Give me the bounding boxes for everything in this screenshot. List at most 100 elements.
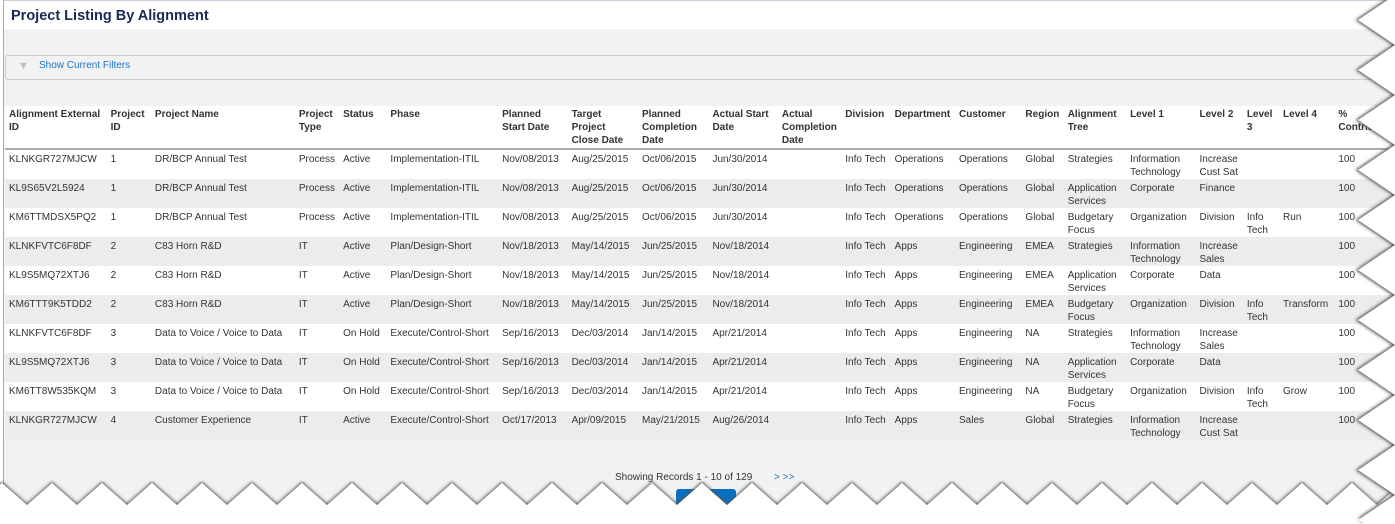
table-cell: May/14/2015	[571, 270, 630, 281]
table-cell: 100	[1334, 179, 1395, 208]
table-cell: Organization	[1130, 386, 1187, 397]
table-cell: Oct/17/2013	[498, 411, 568, 440]
column-header[interactable]: Target Project Close Date	[567, 106, 638, 150]
column-header[interactable]: % Contribution	[1334, 106, 1395, 150]
column-header[interactable]: Status	[339, 106, 387, 150]
table-cell	[777, 179, 842, 208]
table-cell: Increase Cust Sat	[1199, 154, 1238, 178]
table-cell: Oct/06/2015	[642, 212, 697, 223]
table-row[interactable]: KM6TTMDSX5PQ2 1 DR/BCP Annual Test Process A…	[5, 208, 1395, 237]
table-cell: Operations	[894, 154, 944, 165]
table-cell: Sep/16/2013	[502, 328, 559, 339]
column-header[interactable]: Region	[1021, 106, 1064, 150]
table-cell: Operations	[959, 154, 1008, 165]
table-cell: Operations	[959, 212, 1008, 223]
column-header[interactable]: Actual Completion Date	[777, 106, 842, 150]
table-cell: Jun/25/2015	[638, 295, 709, 324]
table-cell: Data to Voice / Voice to Data	[154, 386, 283, 397]
column-header[interactable]: Level 3	[1242, 106, 1280, 150]
column-header[interactable]: Phase	[386, 106, 499, 150]
column-header[interactable]: Actual Start Date	[708, 106, 778, 150]
column-header[interactable]: Alignment Tree	[1063, 106, 1127, 150]
column-header[interactable]: Customer	[955, 106, 1022, 150]
table-cell: 3	[106, 353, 151, 382]
table-cell	[1242, 179, 1280, 208]
table-cell: Oct/06/2015	[642, 154, 697, 165]
table-row[interactable]: KM6TT8W535KQM 3 Data to Voice / Voice to D…	[5, 382, 1395, 411]
table-cell: Info Tech	[845, 270, 886, 281]
table-cell: Nov/08/2013	[502, 212, 559, 223]
table-cell: Jun/25/2015	[642, 270, 698, 281]
column-header[interactable]: Level 2	[1195, 106, 1243, 150]
table-row[interactable]: KLNKGR727MJCW 1 DR/BCP Annual Test Process A…	[5, 149, 1395, 179]
table-cell: Process	[294, 179, 340, 208]
table-cell: 100	[1334, 237, 1395, 266]
table-cell: 1	[110, 154, 117, 165]
column-header[interactable]: Alignment External ID	[5, 106, 107, 150]
table-cell	[1242, 411, 1280, 440]
table-cell: IT	[294, 237, 340, 266]
column-header[interactable]: Planned Start Date	[498, 106, 568, 150]
table-cell: C83 Horn R&D	[150, 237, 295, 266]
table-cell: Budgetary Focus	[1067, 386, 1114, 410]
table-cell: Nov/18/2014	[712, 270, 770, 281]
table-row[interactable]: KM6TTT9K5TDD2 2 C83 Horn R&D IT Active Plan/D…	[5, 295, 1395, 324]
column-header[interactable]: Project ID	[106, 106, 151, 150]
column-header[interactable]: Department	[890, 106, 955, 150]
table-cell: KLNKGR727MJCW	[9, 154, 97, 165]
column-header[interactable]: Project Type	[294, 106, 340, 150]
table-row[interactable]: KLNKGR727MJCW 4 Customer Experience IT Activ…	[5, 411, 1395, 440]
show-current-filters-link[interactable]: Show Current Filters	[39, 60, 131, 71]
table-cell: 100	[1338, 328, 1356, 339]
table-cell: Jan/14/2015	[642, 328, 698, 339]
table-cell: Engineering	[955, 295, 1022, 324]
table-row[interactable]: KLNKFVTC6F8DF 3 Data to Voice / Voice to D…	[5, 324, 1395, 353]
table-cell: Engineering	[955, 237, 1022, 266]
filter-icon: ▼	[18, 60, 29, 72]
table-cell: Apr/21/2014	[712, 328, 767, 339]
table-cell: Data	[1195, 353, 1243, 382]
table-cell	[1242, 353, 1280, 382]
table-cell: Strategies	[1063, 237, 1127, 266]
table-cell	[778, 324, 841, 353]
column-header[interactable]: Level 1	[1126, 106, 1196, 150]
table-cell: Application Services	[1067, 270, 1117, 294]
table-cell: Nov/18/2013	[498, 295, 568, 324]
report-window: Project Listing By Alignment ▼ Show Curr…	[3, 0, 1395, 524]
table-row[interactable]: KL9S5MQ72XTJ6 2 C83 Horn R&D IT Active Plan/D…	[5, 266, 1395, 295]
table-cell: Info Tech	[841, 353, 891, 382]
table-cell: Active	[343, 154, 371, 165]
table-cell: Increase Cust Sat	[1195, 411, 1243, 440]
column-header[interactable]: Level 4	[1279, 106, 1335, 150]
table-cell: Jan/14/2015	[638, 353, 709, 382]
table-cell: IT	[298, 328, 308, 339]
table-row[interactable]: KL9S65V2L5924 1 DR/BCP Annual Test Process A…	[5, 179, 1395, 208]
close-button[interactable]: Close	[676, 489, 736, 511]
table-cell: Apps	[890, 353, 955, 382]
table-row[interactable]: KLNKFVTC6F8DF 2 C83 Horn R&D IT Active Plan/D…	[5, 237, 1395, 266]
table-cell: Operations	[890, 179, 955, 208]
column-header[interactable]: Division	[841, 106, 891, 150]
table-cell: Corporate	[1130, 270, 1175, 281]
table-cell: On Hold	[343, 386, 380, 397]
column-header[interactable]: Planned Completion Date	[638, 106, 709, 150]
table-cell	[777, 295, 842, 324]
table-cell: Nov/08/2013	[498, 179, 568, 208]
pager-next-link[interactable]: > >>	[774, 472, 795, 483]
table-cell: 100	[1338, 154, 1356, 165]
column-header[interactable]: Project Name	[150, 106, 295, 150]
table-cell	[1279, 237, 1335, 266]
table-cell: Active	[339, 237, 387, 266]
table-cell: Strategies	[1063, 411, 1127, 440]
table-cell: 100	[1338, 212, 1356, 223]
table-cell: Information Technology	[1126, 411, 1196, 440]
table-cell: DR/BCP Annual Test	[150, 179, 295, 208]
table-cell: Nov/18/2014	[708, 295, 778, 324]
table-cell: Plan/Design-Short	[386, 237, 499, 266]
table-cell: Active	[339, 411, 387, 440]
table-cell: KM6TT8W535KQM	[9, 386, 97, 397]
table-cell	[778, 382, 841, 411]
table-cell: Strategies	[1067, 154, 1113, 165]
table-cell: Engineering	[959, 328, 1013, 339]
table-row[interactable]: KL9S5MQ72XTJ6 3 Data to Voice / Voice to D…	[5, 353, 1395, 382]
